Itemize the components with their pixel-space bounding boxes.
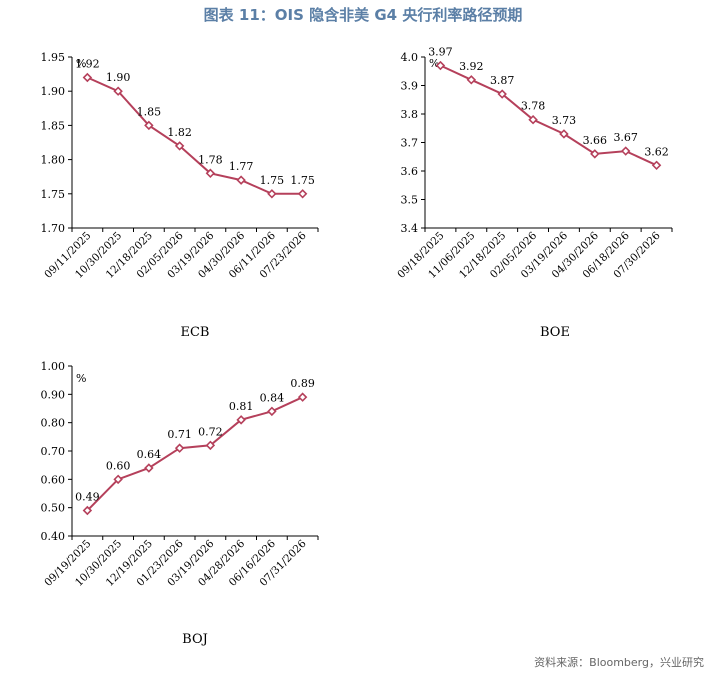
data-point: [205, 440, 216, 451]
y-tick-label: 3.8: [401, 108, 419, 121]
data-point: [236, 175, 246, 185]
data-label: 1.75: [260, 174, 285, 187]
data-label: 0.49: [75, 491, 100, 504]
data-label: 3.87: [490, 74, 515, 87]
data-point: [174, 443, 185, 453]
data-label: 1.90: [106, 71, 131, 84]
data-point: [144, 463, 154, 473]
data-point: [113, 86, 123, 96]
data-point: [590, 149, 600, 159]
data-label: 1.75: [290, 174, 315, 187]
y-tick-label: 1.90: [41, 85, 66, 98]
y-tick-label: 1.00: [41, 360, 66, 373]
y-tick-label: 4.0: [401, 51, 419, 64]
y-tick-label: 3.5: [401, 194, 419, 207]
y-tick-label: 0.60: [41, 473, 66, 486]
y-tick-label: 3.9: [401, 80, 419, 93]
data-point: [620, 146, 631, 156]
data-label: 1.85: [137, 105, 162, 118]
y-tick-label: 0.50: [41, 502, 66, 515]
chart-name: BOJ: [182, 632, 208, 647]
data-label: 0.81: [229, 400, 254, 413]
y-tick-label: 0.70: [41, 445, 66, 458]
series-line: [86, 396, 304, 512]
data-label: 0.71: [167, 428, 192, 441]
data-point: [559, 129, 569, 139]
data-point: [267, 406, 277, 417]
y-tick-label: 1.80: [41, 154, 66, 167]
y-tick-label: 1.75: [41, 188, 66, 201]
data-point: [205, 168, 216, 179]
y-tick-label: 1.95: [41, 51, 66, 64]
y-tick-label: 3.7: [401, 137, 419, 150]
data-label: 0.84: [260, 391, 285, 404]
chart-boe: 3.43.53.63.73.83.94.009/18/202511/06/202…: [395, 46, 673, 340]
data-label: 0.64: [137, 448, 162, 461]
data-label: 1.92: [75, 58, 100, 71]
data-point: [236, 415, 246, 425]
source-note: 资料来源：Bloomberg，兴业研究: [534, 656, 704, 669]
data-point: [497, 89, 507, 99]
data-point: [113, 474, 123, 485]
unit-label: %: [429, 57, 439, 70]
data-point: [267, 189, 277, 199]
y-tick-label: 0.90: [41, 388, 66, 401]
data-point: [174, 141, 185, 151]
y-tick-label: 1.85: [41, 119, 66, 132]
unit-label: %: [76, 57, 86, 70]
data-label: 0.89: [290, 377, 315, 390]
data-point: [435, 60, 446, 71]
data-label: 3.97: [428, 46, 453, 59]
y-tick-label: 0.80: [41, 417, 66, 430]
unit-label: %: [76, 372, 86, 385]
data-label: 1.78: [198, 153, 223, 166]
data-point: [466, 75, 477, 85]
data-point: [297, 392, 308, 402]
chart-boj: 0.400.500.600.700.800.901.0009/19/202510…: [41, 360, 319, 647]
data-point: [297, 189, 308, 199]
y-tick-label: 3.6: [401, 165, 419, 178]
data-point: [82, 505, 93, 516]
chart-name: BOE: [540, 325, 570, 340]
data-label: 3.78: [521, 100, 546, 113]
y-tick-label: 1.70: [41, 222, 66, 235]
chart-name: ECB: [181, 325, 210, 340]
series-line: [439, 64, 658, 167]
data-point: [651, 160, 662, 171]
data-label: 3.73: [552, 114, 577, 127]
figure-title: 图表 11：OIS 隐含非美 G4 央行利率路径预期: [203, 6, 523, 24]
y-tick-label: 0.40: [41, 530, 66, 543]
data-label: 3.62: [644, 145, 669, 158]
data-label: 0.72: [198, 425, 223, 438]
y-tick-label: 3.4: [401, 222, 419, 235]
data-label: 3.66: [583, 134, 608, 147]
data-label: 3.92: [459, 60, 484, 73]
data-label: 3.67: [613, 131, 638, 144]
data-label: 1.77: [229, 160, 254, 173]
data-label: 1.82: [167, 126, 192, 139]
series-line: [86, 76, 303, 195]
chart-ecb: 1.701.751.801.851.901.9509/11/202510/30/…: [41, 51, 319, 340]
data-point: [144, 120, 154, 131]
data-point: [528, 114, 538, 125]
data-point: [82, 72, 93, 83]
data-label: 0.60: [106, 459, 131, 472]
